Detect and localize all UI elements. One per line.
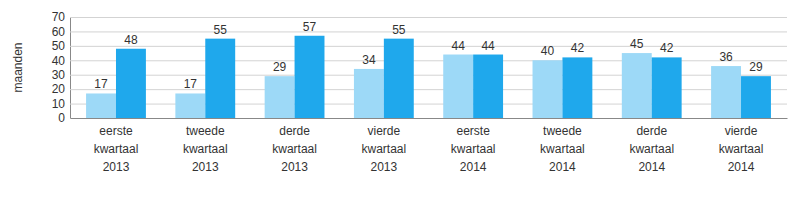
bar	[562, 57, 592, 118]
data-label: 17	[184, 77, 198, 91]
x-tick: derdekwartaal2013	[272, 118, 317, 174]
data-label: 29	[273, 60, 287, 74]
bar	[741, 76, 771, 118]
data-label: 57	[303, 20, 317, 34]
x-tick-label: vierdekwartaal2013	[362, 124, 407, 174]
y-tick-label: 20	[52, 82, 66, 96]
y-tick-label: 40	[52, 54, 66, 68]
y-tick-label: 70	[52, 10, 66, 24]
bar	[533, 60, 563, 118]
data-label: 40	[541, 44, 555, 58]
bar	[622, 53, 652, 118]
y-axis-title: maanden	[11, 42, 25, 92]
bar	[205, 39, 235, 118]
data-label: 48	[124, 33, 138, 47]
x-axis-line	[71, 118, 788, 119]
data-label: 34	[362, 53, 376, 67]
x-axis: eerstekwartaal2013 tweedekwartaal2013 derd…	[71, 118, 788, 174]
data-label: 44	[452, 39, 466, 53]
y-tick: 60	[52, 25, 787, 39]
data-label: 45	[630, 37, 644, 51]
y-tick-label: 10	[52, 97, 66, 111]
data-label: 55	[392, 23, 406, 37]
x-tick: vierdekwartaal2014	[719, 118, 764, 174]
y-tick-label: 60	[52, 25, 66, 39]
x-tick: derdekwartaal2014	[629, 118, 674, 174]
x-tick: eerstekwartaal2013	[94, 118, 139, 174]
chart: 010203040506070eerstekwartaal2013tweedek…	[0, 0, 800, 200]
bar	[473, 55, 503, 118]
x-tick-label: derdekwartaal2013	[272, 124, 317, 174]
x-tick-label: tweedekwartaal2014	[540, 124, 585, 174]
y-tick: 70	[52, 10, 787, 24]
y-tick-label: 50	[52, 39, 66, 53]
data-label: 29	[749, 60, 763, 74]
bar	[86, 93, 116, 118]
data-label: 55	[214, 23, 228, 37]
x-tick-label: tweedekwartaal2013	[183, 124, 228, 174]
x-tick: eerstekwartaal2014	[451, 118, 496, 174]
x-tick: tweedekwartaal2013	[183, 118, 228, 174]
bar	[354, 69, 384, 118]
data-label: 42	[660, 41, 674, 55]
grid-line	[70, 46, 787, 47]
bar	[265, 76, 295, 118]
y-tick-label: 0	[58, 111, 65, 125]
y-axis: 010203040506070	[52, 10, 787, 125]
bar	[652, 57, 682, 118]
x-tick-label: derdekwartaal2014	[629, 124, 674, 174]
x-tick-label: eerstekwartaal2013	[94, 124, 139, 174]
grid-line	[70, 17, 787, 18]
x-tick-label: eerstekwartaal2014	[451, 124, 496, 174]
plot: 010203040506070eerstekwartaal2013tweedek…	[52, 10, 788, 173]
bar	[116, 49, 146, 118]
x-tick: tweedekwartaal2014	[540, 118, 585, 174]
bar	[175, 93, 205, 118]
data-label: 17	[94, 77, 108, 91]
bar	[443, 55, 473, 118]
bar	[295, 36, 325, 118]
y-axis-line	[71, 18, 788, 119]
data-label: 44	[481, 39, 495, 53]
bar	[384, 39, 414, 118]
bar	[711, 66, 741, 118]
data-label: 36	[719, 50, 733, 64]
bars	[86, 36, 771, 118]
grid-line	[70, 31, 787, 32]
x-tick-label: vierdekwartaal2014	[719, 124, 764, 174]
grid-line	[70, 118, 787, 119]
data-labels: 17 17 29 34 44 40 45 36 48 55 57 55 44 42 42 29	[94, 20, 763, 92]
y-tick-label: 30	[52, 68, 66, 82]
y-tick: 50	[52, 39, 787, 53]
x-tick: vierdekwartaal2013	[362, 118, 407, 174]
data-label: 42	[571, 41, 585, 55]
